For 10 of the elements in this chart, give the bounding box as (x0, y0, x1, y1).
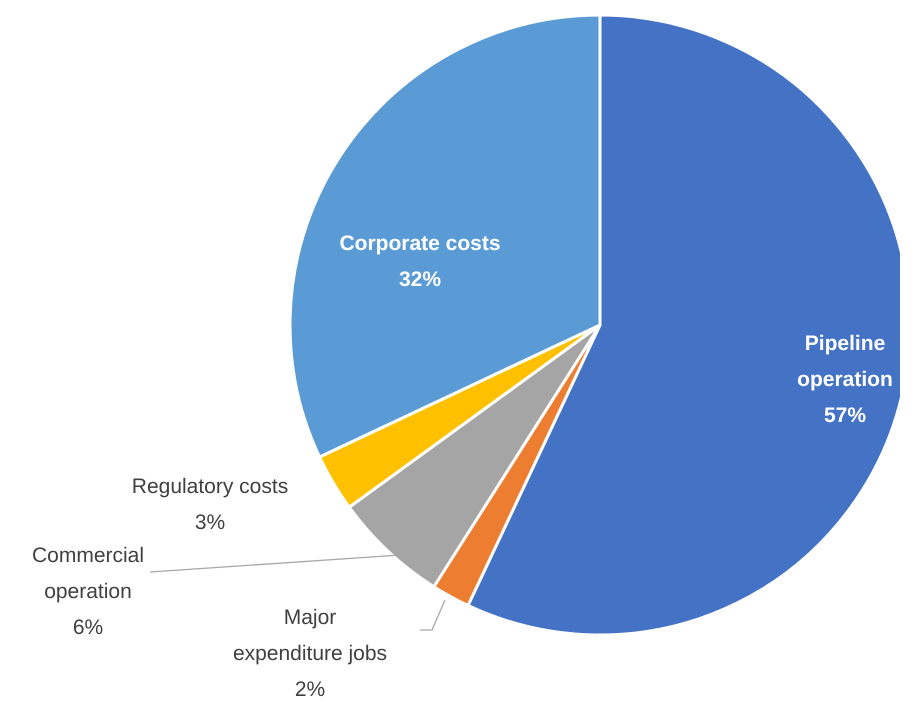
data-label: 6% (72, 616, 104, 639)
data-label: 32% (398, 268, 442, 291)
slice-label: Pipeline operation (797, 332, 893, 391)
slice-label: Major expenditure jobs (232, 606, 388, 665)
data-label: 57% (824, 404, 866, 427)
slice-label: Corporate costs (339, 232, 501, 255)
slice-label: Commercial operation (32, 544, 144, 603)
data-label: 2% (294, 678, 326, 701)
slice-label: Regulatory costs (132, 475, 288, 498)
data-label: 3% (194, 511, 226, 534)
